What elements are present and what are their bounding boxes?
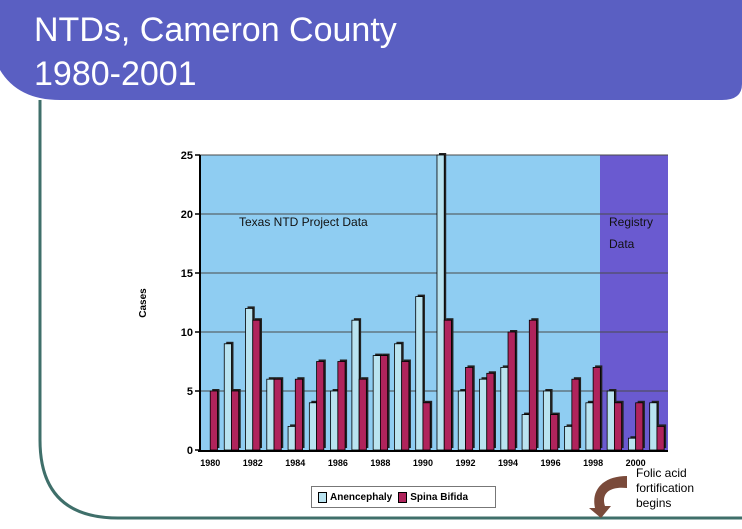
x-tick-label-1996: 1996 — [541, 458, 561, 468]
region-label-registry-line1: Registry — [609, 215, 653, 229]
annotation-line-1: Folic acid — [636, 466, 687, 480]
bar-spina-bifida-1987 — [358, 378, 367, 451]
y-tick-label-0: 0 — [187, 445, 193, 457]
bar-spina-bifida-1989 — [401, 361, 410, 451]
bar-spina-bifida-1998 — [592, 366, 601, 451]
x-tick-label-1986: 1986 — [328, 458, 348, 468]
y-tick-labels: 0 5 10 15 20 25 — [181, 150, 193, 457]
x-tick-label-2000: 2000 — [626, 458, 646, 468]
bar-spina-bifida-1981 — [231, 390, 240, 451]
bar-anencephaly-1994 — [500, 366, 509, 451]
bar-anencephaly-1991 — [436, 154, 445, 451]
header-background — [0, 0, 742, 100]
bar-anencephaly-1997 — [564, 425, 573, 451]
bar-spina-bifida-1984 — [294, 378, 303, 451]
bar-anencephaly-1987 — [351, 319, 360, 451]
region-label-registry-line2: Data — [609, 237, 635, 251]
bar-spina-bifida-1982 — [252, 319, 261, 451]
y-axis-label: Cases — [138, 288, 149, 318]
legend-label-anencephaly: Anencephaly — [330, 491, 393, 503]
curved-arrow-icon — [589, 476, 627, 518]
x-tick-label-1994: 1994 — [498, 458, 518, 468]
bar-spina-bifida-1999 — [613, 402, 623, 451]
bar-spina-bifida-1996 — [550, 414, 559, 451]
bar-anencephaly-1986 — [330, 390, 339, 451]
bar-anencephaly-1982 — [245, 307, 254, 451]
title-line-1: NTDs, Cameron County — [34, 11, 397, 49]
bar-anencephaly-1981 — [223, 343, 232, 451]
bar-anencephaly-1995 — [521, 414, 530, 451]
bar-anencephaly-1993 — [479, 378, 488, 451]
chart-legend: Anencephaly Spina Bifida — [311, 486, 496, 508]
legend-label-spina-bifida: Spina Bifida — [410, 491, 469, 503]
bar-spina-bifida-1986 — [337, 361, 346, 451]
bar-anencephaly-1985 — [308, 402, 317, 451]
chart-bars — [209, 153, 667, 451]
x-tick-label-1990: 1990 — [413, 458, 433, 468]
bar-spina-bifida-1983 — [273, 378, 282, 451]
slide-header: NTDs, Cameron County 1980-2001 — [0, 0, 742, 100]
bar-spina-bifida-1994 — [507, 331, 516, 451]
bar-anencephaly-1983 — [266, 378, 275, 451]
bar-spina-bifida-1992 — [465, 366, 474, 451]
annotation-note: Folic acid fortification begins — [636, 466, 726, 511]
chart-gridlines — [195, 154, 668, 451]
bar-spina-bifida-1980 — [209, 390, 218, 451]
bar-anencephaly-2000 — [628, 437, 637, 451]
y-tick-label-25: 25 — [181, 150, 193, 162]
y-tick-label-10: 10 — [181, 327, 193, 339]
bar-spina-bifida-1993 — [486, 372, 495, 451]
bar-spina-bifida-2001 — [656, 425, 665, 451]
legend-swatch-spina-bifida — [398, 491, 408, 503]
bar-anencephaly-1989 — [394, 343, 403, 451]
bar-spina-bifida-1997 — [571, 378, 580, 451]
y-tick-label-15: 15 — [181, 268, 193, 280]
bar-anencephaly-2001 — [649, 402, 658, 451]
x-tick-label-1984: 1984 — [285, 458, 305, 468]
y-tick-label-5: 5 — [187, 386, 193, 398]
bar-anencephaly-1998 — [585, 402, 594, 451]
x-tick-label-1980: 1980 — [200, 458, 220, 468]
legend-swatch-anencephaly — [318, 491, 327, 503]
bar-anencephaly-1990 — [415, 296, 424, 451]
bar-spina-bifida-1985 — [316, 361, 325, 451]
x-tick-labels: 1980 1982 1984 1986 1988 1990 1992 1994 1996 1998… — [200, 458, 645, 468]
slide-title: NTDs, Cameron County 1980-2001 — [34, 8, 397, 96]
bar-spina-bifida-1991 — [443, 319, 452, 451]
bar-spina-bifida-1990 — [422, 402, 431, 451]
bar-anencephaly-1988 — [372, 355, 381, 451]
x-tick-label-1988: 1988 — [370, 458, 390, 468]
bar-spina-bifida-2000 — [635, 402, 644, 451]
title-line-2: 1980-2001 — [34, 55, 197, 93]
bar-spina-bifida-1988 — [379, 355, 389, 451]
bar-anencephaly-1999 — [606, 390, 615, 451]
bar-spina-bifida-1995 — [528, 319, 537, 451]
x-tick-label-1982: 1982 — [243, 458, 263, 468]
annotation-line-2: fortification — [636, 481, 695, 495]
bar-anencephaly-1996 — [542, 390, 551, 451]
annotation-line-3: begins — [636, 496, 672, 510]
x-tick-label-1992: 1992 — [455, 458, 475, 468]
bar-anencephaly-1992 — [457, 390, 466, 451]
x-tick-label-1998: 1998 — [583, 458, 603, 468]
region-label-texas: Texas NTD Project Data — [239, 215, 368, 229]
y-tick-label-20: 20 — [181, 209, 193, 221]
bar-anencephaly-1984 — [287, 425, 296, 451]
